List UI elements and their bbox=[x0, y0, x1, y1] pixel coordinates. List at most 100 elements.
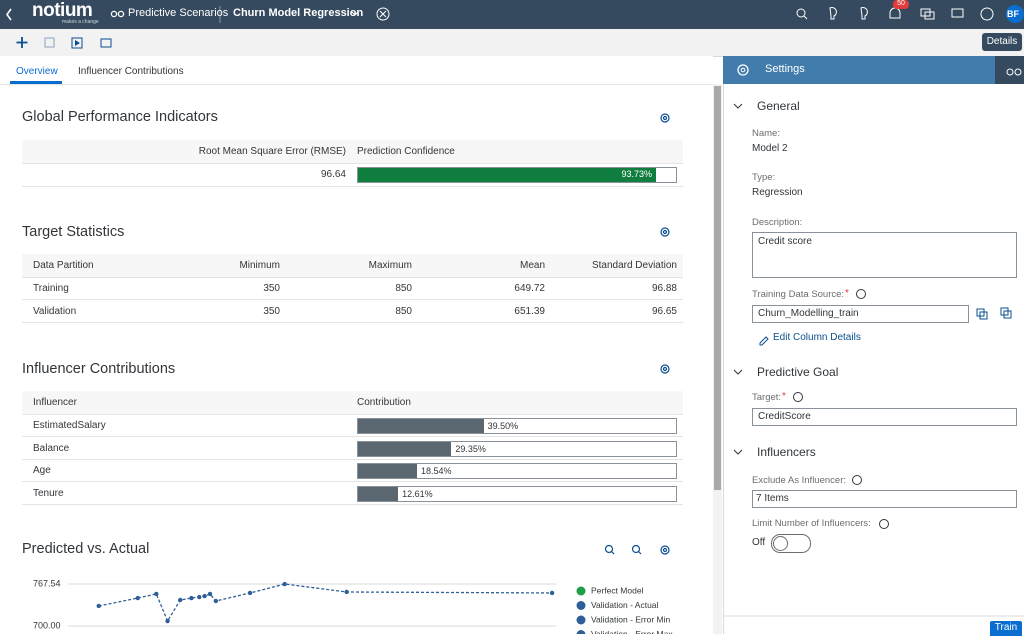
tab[interactable]: Overview bbox=[16, 66, 58, 77]
link[interactable]: Edit Column Details bbox=[773, 332, 861, 343]
app-title[interactable]: Predictive Scenarios bbox=[128, 7, 229, 19]
confidence-label: 93.73% bbox=[621, 169, 653, 179]
train-button[interactable]: Train bbox=[990, 621, 1022, 636]
data-point bbox=[189, 595, 194, 601]
table-header bbox=[22, 391, 683, 415]
table-cell: 649.72 bbox=[514, 283, 545, 294]
contribution-bar bbox=[358, 441, 452, 456]
data-point bbox=[207, 591, 213, 597]
table-cell: Age bbox=[33, 465, 51, 476]
table-cell: Tenure bbox=[33, 487, 64, 499]
table-cell: 350 bbox=[263, 305, 280, 317]
column-header: Standard Deviation bbox=[591, 260, 677, 271]
data-point bbox=[213, 598, 219, 604]
notification-count[interactable]: 50 bbox=[897, 0, 905, 7]
table-cell: 850 bbox=[395, 305, 412, 317]
shell-icons bbox=[6, 0, 1024, 23]
bar-track bbox=[357, 463, 677, 479]
field-value: Regression bbox=[752, 187, 803, 198]
details-button[interactable]: Details bbox=[982, 33, 1022, 51]
legend-label: Validation - Error Min bbox=[591, 614, 670, 624]
legend-marker bbox=[576, 586, 586, 596]
confidence-track bbox=[357, 167, 677, 183]
column-header: Contribution bbox=[357, 397, 411, 408]
table-row bbox=[22, 414, 683, 437]
table-cell: Balance bbox=[33, 442, 70, 454]
column-header: Maximum bbox=[368, 260, 412, 271]
section-title: Global Performance Indicators bbox=[22, 109, 218, 125]
confidence-bar bbox=[358, 168, 657, 182]
section-title[interactable]: General bbox=[757, 99, 800, 113]
table-cell: 850 bbox=[395, 283, 412, 294]
field-value: Churn_Modelling_train bbox=[758, 308, 859, 319]
column-header: Influencer bbox=[33, 397, 77, 408]
series-line bbox=[98, 583, 553, 623]
source-input[interactable] bbox=[752, 305, 969, 323]
column-header: Mean bbox=[519, 260, 545, 271]
toolbar-icons bbox=[16, 37, 112, 49]
contribution-label: 39.50% bbox=[487, 421, 519, 431]
rmse-value: 96.64 bbox=[320, 169, 346, 180]
data-point bbox=[135, 595, 140, 601]
avatar[interactable]: BF bbox=[1007, 9, 1019, 19]
data-point bbox=[96, 603, 101, 609]
table-cell: Validation bbox=[33, 305, 77, 317]
description-input[interactable] bbox=[752, 232, 1017, 278]
scroll-thumb[interactable] bbox=[714, 86, 721, 490]
table-row bbox=[22, 482, 683, 505]
table-row bbox=[22, 300, 683, 323]
legend-marker bbox=[576, 630, 586, 634]
column-header: Minimum bbox=[239, 260, 280, 271]
data-point bbox=[247, 590, 253, 596]
data-point bbox=[165, 618, 170, 624]
target-input[interactable] bbox=[752, 408, 1017, 426]
settings-header-tab[interactable] bbox=[995, 56, 1024, 84]
field-label: Exclude As Influencer: bbox=[752, 475, 846, 486]
table-cell: 651.39 bbox=[514, 305, 545, 317]
shell-bar: notium makes a change Predictive Scenari… bbox=[0, 0, 1024, 29]
section-title: Target Statistics bbox=[22, 224, 125, 240]
legend-label: Validation - Error Max bbox=[591, 629, 673, 634]
legend-label: Perfect Model bbox=[591, 585, 644, 595]
gear-icons[interactable] bbox=[604, 113, 670, 555]
data-point bbox=[282, 581, 287, 587]
contribution-bar bbox=[358, 419, 484, 433]
required-mark: * bbox=[845, 288, 849, 299]
bar-track bbox=[357, 440, 677, 457]
y-tick-label: 767.54 bbox=[33, 578, 61, 588]
bar-track bbox=[357, 418, 677, 434]
contribution-label: 29.35% bbox=[455, 443, 486, 454]
section-title[interactable]: Predictive Goal bbox=[757, 365, 839, 379]
field-label: Description: bbox=[752, 217, 803, 228]
toggle-knob bbox=[773, 536, 788, 551]
field-label: Name: bbox=[752, 128, 780, 139]
contribution-bar bbox=[358, 464, 417, 478]
field-value: 7 Items bbox=[756, 493, 789, 504]
legend-label: Validation - Actual bbox=[591, 600, 659, 610]
toggle-label: Off bbox=[752, 537, 766, 548]
column-header: Data Partition bbox=[33, 260, 94, 271]
table-row bbox=[22, 459, 683, 482]
legend-marker bbox=[576, 615, 586, 625]
field-value: Credit score bbox=[758, 236, 812, 247]
data-point bbox=[197, 594, 202, 600]
toolbar: Details bbox=[0, 29, 1024, 57]
data-point bbox=[178, 597, 183, 603]
contribution-label: 12.61% bbox=[402, 488, 433, 499]
table-cell: 350 bbox=[263, 283, 280, 294]
field-label: Training Data Source: bbox=[752, 289, 845, 300]
tab[interactable]: Influencer Contributions bbox=[78, 66, 184, 77]
field-label: Type: bbox=[752, 172, 776, 183]
data-point bbox=[549, 590, 555, 596]
table-cell: EstimatedSalary bbox=[33, 420, 106, 431]
section-title[interactable]: Influencers bbox=[757, 445, 816, 459]
table-cell: 96.65 bbox=[651, 305, 677, 317]
chart: 700.00 767.54 Perfect Model Validation - Ac… bbox=[33, 113, 673, 634]
tab-indicator bbox=[10, 81, 62, 84]
model-title[interactable]: Churn Model Regression bbox=[233, 7, 364, 19]
exclude-input[interactable] bbox=[752, 490, 1017, 508]
table-header bbox=[22, 254, 683, 278]
field-value: Model 2 bbox=[752, 143, 788, 154]
required-mark: * bbox=[782, 391, 786, 402]
